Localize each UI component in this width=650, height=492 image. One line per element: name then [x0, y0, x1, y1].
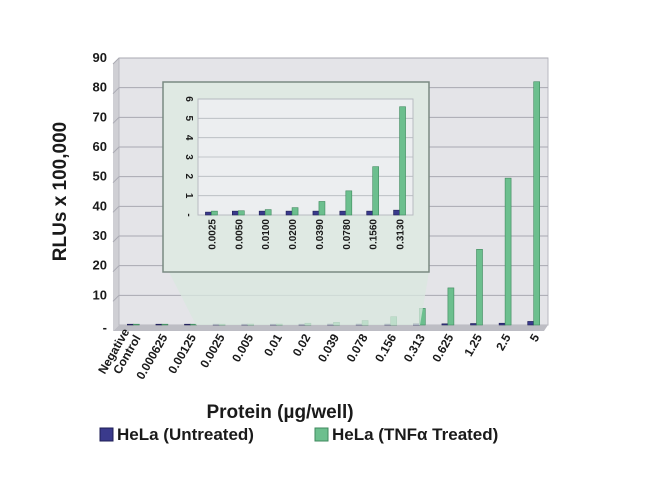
- main-y-tick-label: 90: [93, 50, 107, 65]
- main-bar-untreated: [184, 323, 191, 326]
- inset-bar-untreated: [366, 210, 373, 216]
- main-bar-untreated: [527, 321, 535, 326]
- inset-bar-treated: [345, 190, 353, 216]
- inset-y-tick-label: 5: [183, 116, 194, 122]
- inset-bar-untreated: [339, 210, 347, 216]
- main-x-tick-label: 0.156: [372, 331, 399, 364]
- inset-bar-treated: [372, 166, 379, 216]
- inset-y-tick-label: -: [183, 213, 194, 216]
- main-y-tick-label: 40: [93, 198, 107, 213]
- legend-label-treated: HeLa (TNFα Treated): [332, 425, 498, 444]
- legend-label-untreated: HeLa (Untreated): [117, 425, 254, 444]
- inset-bar-treated: [399, 106, 406, 216]
- main-x-tick-label: 0.625: [429, 331, 456, 364]
- main-gridline-side: [112, 235, 120, 243]
- legend-swatch-untreated: [99, 427, 114, 442]
- main-x-tick-label: 0.02: [290, 331, 314, 359]
- main-gridline-side: [112, 294, 120, 302]
- main-bar-treated: [533, 81, 541, 326]
- main-y-axis-title: RLUs x 100,000: [50, 122, 71, 261]
- inset-bar-treated: [291, 207, 299, 216]
- main-x-tick-label: 1.25: [461, 331, 485, 359]
- main-bar-treated: [190, 323, 197, 326]
- inset-bar-untreated: [393, 209, 400, 216]
- main-bar-treated: [161, 323, 169, 326]
- main-gridline-side: [112, 87, 120, 95]
- main-bar-untreated: [470, 323, 477, 326]
- main-y-tick-label: -: [103, 320, 107, 335]
- inset-x-tick-label: 0.0025: [207, 219, 218, 250]
- main-gridline-side: [112, 205, 120, 213]
- inset-x-tick-label: 0.0050: [234, 219, 245, 250]
- main-bar-treated: [504, 177, 512, 326]
- inset-x-tick-label: 0.0100: [261, 219, 272, 250]
- inset-bar-treated: [264, 209, 272, 216]
- inset-bar-untreated: [285, 210, 293, 216]
- main-bar-treated: [476, 249, 483, 326]
- main-y-tick-label: 70: [93, 109, 107, 124]
- inset-bar-untreated: [205, 211, 212, 216]
- main-x-tick-label: 2.5: [493, 331, 514, 353]
- main-y-tick-label: 10: [93, 287, 107, 302]
- main-gridline-side: [112, 146, 120, 154]
- inset-y-tick-label: 2: [183, 174, 194, 180]
- inset-x-tick-label: 0.0200: [288, 219, 299, 250]
- main-x-tick-label: 0.313: [401, 331, 428, 364]
- main-bar-untreated: [498, 322, 506, 326]
- main-gridline-side: [112, 265, 120, 273]
- inset-bar-treated: [318, 201, 326, 216]
- inset-bar-untreated: [258, 210, 266, 216]
- main-x-tick-label: 0.005: [229, 331, 256, 364]
- main-x-tick-label: 0.039: [315, 331, 342, 364]
- main-bar-treated: [447, 287, 455, 326]
- main-x-axis-title: Protein (µg/well): [206, 402, 353, 423]
- main-y-tick-label: 30: [93, 228, 107, 243]
- inset-y-tick-label: 6: [183, 96, 194, 102]
- main-x-tick-label: 0.078: [344, 331, 371, 364]
- main-x-tick-label: 0.0025: [197, 331, 228, 370]
- main-x-tick-label: 0.00125: [165, 331, 199, 376]
- main-gridline-side: [112, 176, 120, 184]
- main-bar-treated: [133, 323, 140, 326]
- inset-bar-treated: [211, 210, 218, 216]
- main-gridline-side: [112, 116, 120, 124]
- main-y-tick-label: 20: [93, 258, 107, 273]
- inset-callout-wedge: [169, 272, 429, 325]
- main-x-tick-label: 5: [527, 331, 543, 344]
- inset-y-tick-label: 3: [183, 154, 194, 160]
- inset-x-tick-label: 0.3130: [396, 219, 407, 250]
- inset-x-tick-label: 0.1560: [369, 219, 380, 250]
- inset-y-tick-label: 4: [183, 135, 194, 141]
- plot-floor: [113, 325, 548, 331]
- inset-y-tick-label: 1: [183, 193, 194, 199]
- main-y-tick-label: 60: [93, 139, 107, 154]
- inset-bar-treated: [238, 210, 245, 216]
- main-x-tick-label: 0.01: [261, 331, 285, 359]
- main-bar-untreated: [127, 323, 134, 326]
- plot-side-wall: [113, 58, 119, 331]
- main-gridline-side: [112, 57, 120, 65]
- inset-bar-untreated: [312, 210, 320, 216]
- inset-x-tick-label: 0.0780: [342, 219, 353, 250]
- main-y-tick-label: 80: [93, 80, 107, 95]
- main-y-tick-label: 50: [93, 169, 107, 184]
- main-bar-untreated: [441, 323, 449, 326]
- main-bar-untreated: [155, 323, 163, 326]
- inset-x-tick-label: 0.0390: [315, 219, 326, 250]
- legend-swatch-treated: [314, 427, 329, 442]
- inset-bar-untreated: [232, 210, 239, 216]
